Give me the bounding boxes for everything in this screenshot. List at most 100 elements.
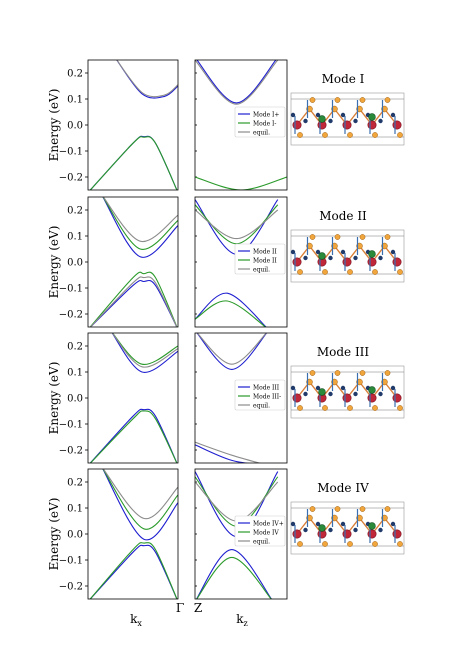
y-axis-label: Energy (eV)	[47, 498, 61, 571]
band-line	[195, 441, 262, 463]
atom-small	[309, 370, 316, 376]
atom-large	[392, 393, 402, 403]
atom-dark	[303, 391, 308, 397]
atom-dark	[303, 118, 308, 124]
band-line	[102, 469, 178, 541]
atom-small	[384, 506, 391, 512]
atom-green	[318, 252, 326, 260]
kx-panel-bands	[89, 60, 178, 190]
atom-dark	[353, 527, 358, 533]
crystal-structure-illustration	[290, 501, 405, 555]
band-line	[195, 204, 279, 245]
legend-label: Mode III-	[253, 393, 281, 400]
legend: Mode I+ Mode I-equil.	[234, 106, 286, 138]
mode-title: Mode I	[322, 72, 365, 86]
atom-dark	[290, 112, 296, 118]
band-line	[102, 469, 178, 530]
atom-green	[368, 250, 376, 258]
atom-green	[318, 115, 326, 123]
kz-panel-bands	[195, 60, 287, 190]
legend-label: Mode I-	[253, 120, 276, 127]
atom-small	[322, 132, 328, 138]
atom-small	[322, 405, 328, 411]
atom-small	[297, 132, 303, 138]
band-line	[195, 481, 279, 522]
atom-small	[359, 97, 366, 103]
atom-dark	[290, 385, 296, 391]
legend-label: Mode I+	[253, 111, 279, 118]
band-line	[195, 60, 279, 105]
atom-dark	[290, 249, 296, 255]
band-line	[89, 135, 178, 190]
kx-panel-bands	[89, 469, 178, 599]
band-line	[195, 209, 279, 240]
atom-large	[392, 120, 402, 130]
atom-dark	[390, 385, 396, 391]
atom-dark	[390, 249, 396, 255]
atom-large	[342, 529, 352, 539]
atom-dark	[378, 118, 383, 124]
band-line	[89, 271, 178, 327]
band-line	[195, 292, 267, 327]
crystal-structure-illustration	[290, 365, 405, 419]
y-tick-label: −0.2	[59, 446, 83, 457]
atom-small	[359, 506, 366, 512]
atom-green	[318, 388, 326, 396]
legend-label: Mode IV+	[253, 520, 284, 527]
kx-panel-frame	[87, 332, 179, 464]
y-tick-label: 0.2	[67, 478, 83, 489]
band-line	[102, 197, 178, 250]
legend: Mode III Mode III-equil.	[234, 379, 286, 411]
atom-green	[318, 524, 326, 532]
atom-small	[384, 97, 391, 103]
atom-dark	[328, 255, 333, 261]
kz-axis-label: kz	[236, 612, 248, 628]
kz-panel-bands	[195, 333, 268, 463]
y-tick-label: −0.2	[59, 310, 83, 321]
atom-dark	[328, 118, 333, 124]
atom-small	[359, 234, 366, 240]
y-tick-label: 0.2	[67, 69, 83, 80]
atom-dark	[340, 521, 346, 527]
y-tick-label: 0.0	[67, 258, 83, 269]
atom-dark	[378, 527, 383, 533]
atom-green	[368, 113, 376, 121]
crystal-structure-illustration	[290, 92, 405, 146]
legend-label: equil.	[253, 402, 270, 409]
atom-large	[292, 393, 302, 403]
kx-panel-frame	[87, 59, 179, 191]
kx-axis-label: kx	[130, 612, 142, 628]
band-line	[102, 469, 178, 519]
atom-dark	[353, 391, 358, 397]
band-line	[89, 279, 178, 327]
atom-small	[397, 132, 403, 138]
atom-dark	[290, 521, 296, 527]
atom-small	[384, 234, 391, 240]
atom-large	[367, 529, 377, 539]
atom-green	[368, 386, 376, 394]
atom-large	[292, 120, 302, 130]
atom-small	[297, 269, 303, 275]
band-line	[195, 444, 249, 463]
band-line	[116, 60, 178, 98]
band-line	[111, 333, 178, 373]
atom-large	[392, 257, 402, 267]
band-line	[89, 544, 178, 599]
atom-small	[347, 269, 353, 275]
y-tick-label: 0.1	[67, 232, 83, 243]
y-tick-label: −0.1	[59, 284, 83, 295]
atom-dark	[340, 385, 346, 391]
y-axis-label: Energy (eV)	[47, 362, 61, 435]
atom-dark	[378, 391, 383, 397]
band-line	[89, 410, 178, 463]
atom-large	[342, 257, 352, 267]
y-tick-label: −0.1	[59, 420, 83, 431]
atom-large	[292, 257, 302, 267]
y-tick-label: 0.0	[67, 394, 83, 405]
band-line	[111, 333, 178, 368]
atom-small	[372, 541, 378, 547]
